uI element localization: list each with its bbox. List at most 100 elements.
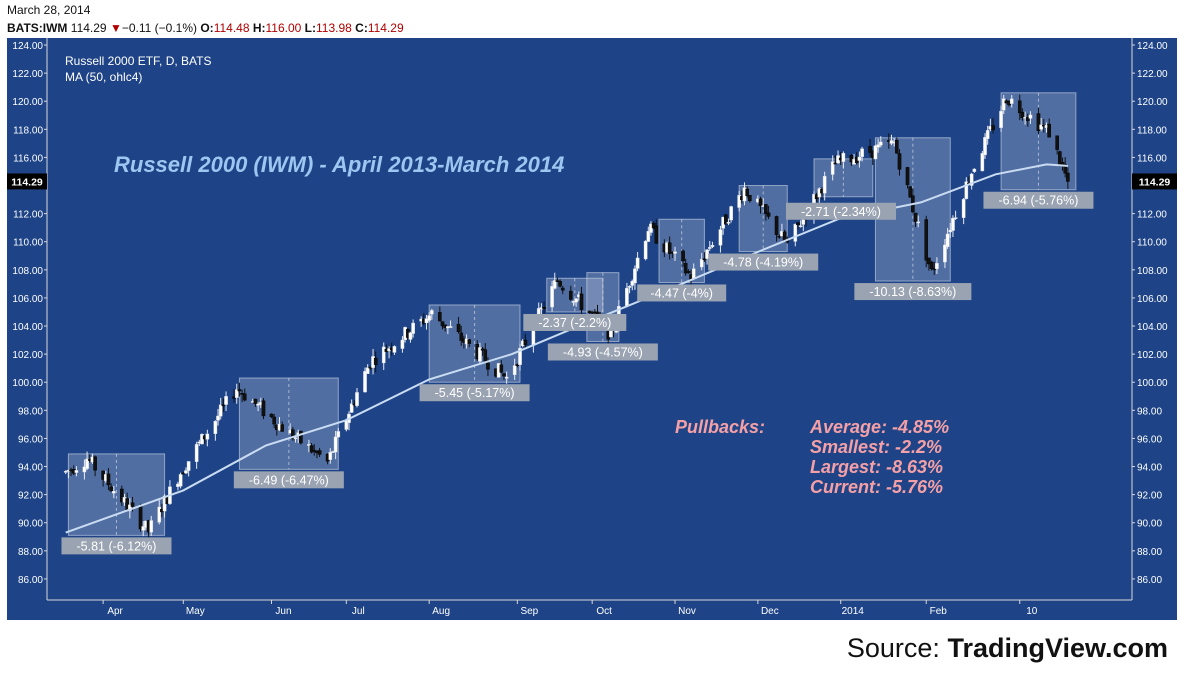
candle-196[interactable] [796, 222, 800, 226]
candle-34[interactable] [186, 461, 191, 471]
candle-40[interactable] [213, 420, 218, 434]
candle-232[interactable] [929, 261, 934, 269]
candle-41[interactable] [216, 415, 220, 421]
candle-55[interactable] [269, 413, 274, 418]
candle-169[interactable] [691, 268, 696, 279]
candle-174[interactable] [710, 245, 715, 247]
candle-217[interactable] [873, 145, 878, 160]
pullback-box-4[interactable] [586, 272, 620, 342]
candle-231[interactable] [927, 257, 931, 265]
candle-223[interactable] [895, 140, 899, 154]
candle-173[interactable] [707, 247, 712, 249]
candle-104[interactable] [448, 326, 453, 328]
candle-152[interactable] [630, 280, 635, 286]
candle-243[interactable] [969, 173, 974, 186]
candle-137[interactable] [574, 298, 578, 303]
candle-179[interactable] [729, 206, 733, 221]
candle-4[interactable] [74, 470, 79, 473]
candle-13[interactable] [109, 486, 113, 492]
candle-184[interactable] [748, 194, 752, 202]
candle-214[interactable] [860, 148, 864, 158]
candle-77[interactable] [349, 403, 354, 413]
candle-106[interactable] [459, 332, 464, 341]
candle-134[interactable] [560, 287, 565, 291]
candle-93[interactable] [408, 332, 413, 340]
candle-66[interactable] [309, 445, 314, 453]
candle-65[interactable] [307, 444, 311, 446]
candle-246[interactable] [983, 137, 987, 156]
candle-113[interactable] [483, 349, 488, 362]
candle-131[interactable] [552, 280, 557, 289]
candle-25[interactable] [157, 506, 162, 523]
candle-170[interactable] [699, 258, 704, 268]
candle-240[interactable] [961, 199, 966, 218]
candle-43[interactable] [221, 404, 226, 407]
candle-269[interactable] [1066, 172, 1070, 182]
candle-191[interactable] [777, 235, 782, 238]
candle-230[interactable] [924, 219, 929, 261]
candle-89[interactable] [392, 346, 397, 353]
candle-100[interactable] [438, 312, 442, 322]
candle-209[interactable] [841, 153, 846, 162]
candle-167[interactable] [686, 271, 691, 273]
candle-97[interactable] [424, 318, 429, 324]
candle-159[interactable] [654, 225, 659, 244]
candle-190[interactable] [774, 216, 779, 235]
candle-226[interactable] [908, 186, 912, 198]
candle-129[interactable] [542, 307, 546, 309]
candle-0[interactable] [63, 471, 68, 473]
candle-49[interactable] [242, 393, 247, 401]
candle-164[interactable] [673, 251, 677, 254]
candle-219[interactable] [878, 141, 883, 146]
candle-121[interactable] [515, 364, 520, 366]
candle-255[interactable] [1017, 100, 1022, 114]
candle-133[interactable] [558, 281, 562, 287]
candle-62[interactable] [293, 437, 298, 440]
candle-251[interactable] [1001, 98, 1006, 111]
candle-206[interactable] [833, 162, 838, 165]
candle-151[interactable] [627, 286, 632, 288]
candle-180[interactable] [737, 195, 741, 208]
candle-67[interactable] [312, 449, 317, 452]
candle-177[interactable] [723, 214, 728, 225]
candle-264[interactable] [1047, 123, 1051, 138]
candle-186[interactable] [758, 198, 763, 207]
candle-135[interactable] [568, 290, 573, 300]
candle-64[interactable] [299, 430, 303, 444]
candle-166[interactable] [683, 263, 688, 274]
candle-44[interactable] [224, 396, 228, 405]
candle-51[interactable] [253, 398, 258, 405]
candle-56[interactable] [272, 416, 276, 425]
candle-154[interactable] [635, 257, 640, 269]
candle-35[interactable] [194, 444, 199, 462]
candle-165[interactable] [681, 250, 685, 262]
candle-39[interactable] [205, 433, 210, 440]
pullback-box-1[interactable] [238, 377, 339, 470]
candle-205[interactable] [830, 161, 835, 175]
candle-14[interactable] [112, 491, 116, 494]
candle-69[interactable] [317, 450, 322, 455]
candle-32[interactable] [181, 472, 186, 475]
candle-268[interactable] [1063, 164, 1067, 174]
candle-119[interactable] [504, 376, 509, 379]
candle-225[interactable] [905, 167, 910, 186]
candle-193[interactable] [782, 231, 787, 241]
candle-153[interactable] [633, 268, 637, 284]
candle-233[interactable] [932, 268, 937, 271]
candle-239[interactable] [953, 217, 958, 219]
candle-47[interactable] [237, 389, 242, 392]
candle-98[interactable] [427, 315, 431, 321]
candle-238[interactable] [951, 217, 955, 231]
candle-236[interactable] [945, 233, 950, 247]
candle-130[interactable] [550, 285, 554, 308]
candle-111[interactable] [478, 347, 482, 362]
candle-150[interactable] [625, 287, 629, 307]
candle-261[interactable] [1039, 124, 1043, 130]
candle-215[interactable] [868, 146, 872, 153]
candle-224[interactable] [897, 153, 902, 170]
candle-61[interactable] [291, 429, 295, 440]
candle-122[interactable] [518, 347, 522, 365]
candle-46[interactable] [234, 389, 239, 398]
candle-259[interactable] [1028, 114, 1033, 119]
candle-175[interactable] [718, 229, 723, 246]
